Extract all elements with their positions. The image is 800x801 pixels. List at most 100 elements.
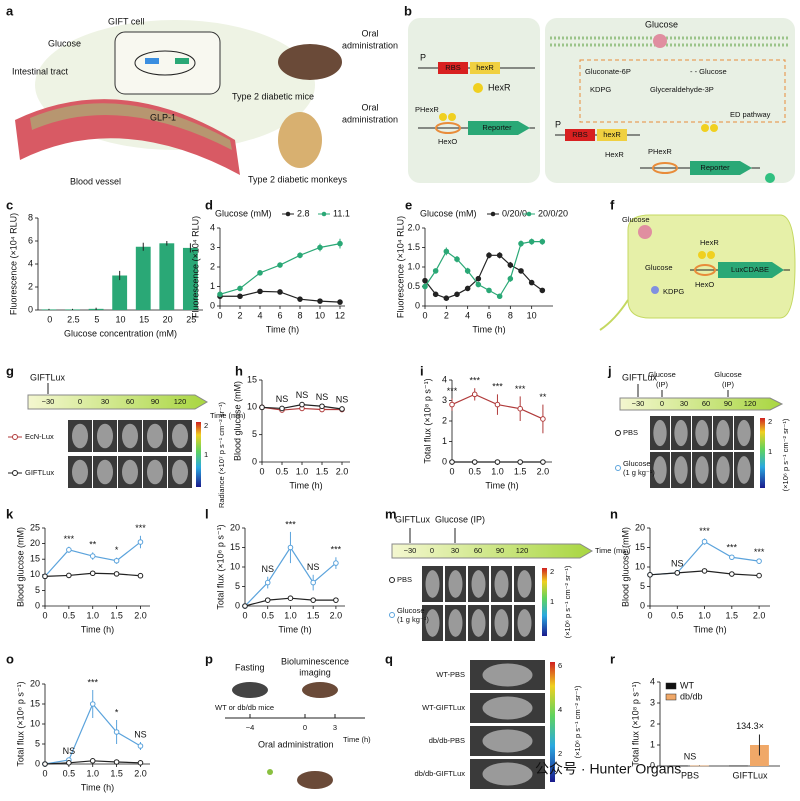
label: hexR [603, 130, 621, 139]
animal [482, 663, 533, 687]
label: KDPG [663, 287, 684, 296]
label: GIFTLux [30, 372, 66, 382]
point [113, 571, 120, 577]
protein [473, 83, 483, 93]
kdpg [651, 286, 659, 294]
label: HexR [605, 150, 624, 159]
point [113, 759, 120, 765]
label: hexR [476, 63, 494, 72]
y-tick-label: 4 [650, 676, 655, 686]
label: Type 2 diabetic monkeys [248, 174, 348, 184]
y-tick-label: 10 [247, 402, 257, 412]
x-tick-label: 10 [115, 314, 125, 324]
point [539, 238, 546, 245]
bar [729, 765, 748, 767]
point [486, 252, 492, 259]
y-tick-label: 10 [30, 569, 40, 579]
point [486, 287, 492, 294]
point [317, 244, 323, 251]
legend-label: 2.8 [297, 208, 310, 218]
y-tick-label: 0 [210, 300, 215, 310]
protein [448, 113, 456, 121]
intestine [15, 99, 240, 175]
annotation: *** [492, 382, 503, 392]
legend-title: Glucose (mM) [420, 208, 477, 218]
y-tick-label: 5 [35, 738, 40, 748]
x-tick-label: 0 [42, 768, 47, 778]
y-tick-label: 0 [650, 760, 655, 770]
animal [122, 459, 138, 485]
plasmid [134, 50, 196, 76]
label: - - Glucose [690, 67, 727, 76]
label: administration [342, 40, 398, 50]
tick: 2 [204, 421, 208, 430]
annotation: NS [684, 752, 697, 762]
point [454, 291, 460, 298]
point [277, 289, 283, 295]
y-tick-label: 15 [230, 542, 240, 552]
animal [482, 729, 533, 753]
label: HexO [438, 137, 457, 146]
label: Glyceraldehyde-3P [650, 85, 714, 94]
animal [737, 419, 751, 447]
label: administration [342, 114, 398, 124]
point [471, 391, 478, 398]
annotation: *** [285, 519, 296, 529]
point [337, 240, 343, 247]
row-label: db/db-PBS [429, 736, 465, 745]
y-tick-label: 10 [635, 561, 645, 571]
panel-label: f [610, 197, 615, 212]
point [475, 281, 482, 288]
label: Blood vessel [70, 176, 121, 186]
point [297, 296, 303, 302]
annotation: *** [331, 545, 342, 555]
x-tick-label: 1.5 [110, 610, 123, 620]
y-tick-label: 2 [210, 261, 215, 271]
tick: 90 [151, 397, 159, 406]
point [217, 291, 223, 298]
label: PHexR [415, 105, 439, 114]
tick: 2 [558, 749, 562, 758]
x-tick-label: 1.5 [307, 610, 320, 620]
panel-label: a [6, 3, 14, 18]
x-axis-label: Time (h) [693, 624, 726, 634]
panel-label: c [6, 197, 13, 212]
tick: 60 [702, 399, 710, 408]
tick: 0 [78, 397, 82, 406]
annotation: *** [64, 534, 75, 544]
label: Type 2 diabetic mice [232, 91, 314, 101]
point [319, 403, 325, 410]
legend-label: PBS [623, 428, 638, 437]
x-tick-label: 6 [486, 310, 491, 320]
animal [172, 423, 188, 449]
y-tick-label: 8 [28, 212, 33, 222]
bar [669, 765, 688, 767]
colorbar [550, 662, 555, 782]
tick: 2 [768, 417, 772, 426]
legend-marker [615, 465, 621, 471]
mouse [232, 682, 268, 698]
point [729, 554, 735, 561]
y-tick-label: 3 [210, 242, 215, 252]
gene [597, 129, 627, 141]
x-tick-label: 0.5 [63, 610, 76, 620]
gift-cell [114, 31, 221, 95]
x-tick-label: 15 [139, 314, 149, 324]
x-tick-label: 0 [422, 310, 427, 320]
label: GIFTLux [622, 372, 658, 382]
mouse [302, 682, 338, 698]
tick: 1 [550, 597, 554, 606]
annotation: NS [63, 746, 76, 756]
animal [97, 459, 113, 485]
label: (IP) [722, 380, 735, 389]
point [337, 299, 343, 305]
y-tick-label: 0.5 [407, 281, 420, 291]
y-tick-label: 4 [28, 258, 33, 268]
point [264, 597, 271, 603]
label: KDPG [590, 85, 611, 94]
tick: 90 [496, 546, 504, 555]
annotation: *** [515, 384, 526, 394]
legend-label: 0/20/0 [502, 208, 527, 218]
point [443, 248, 450, 255]
annotation: ** [539, 392, 547, 402]
